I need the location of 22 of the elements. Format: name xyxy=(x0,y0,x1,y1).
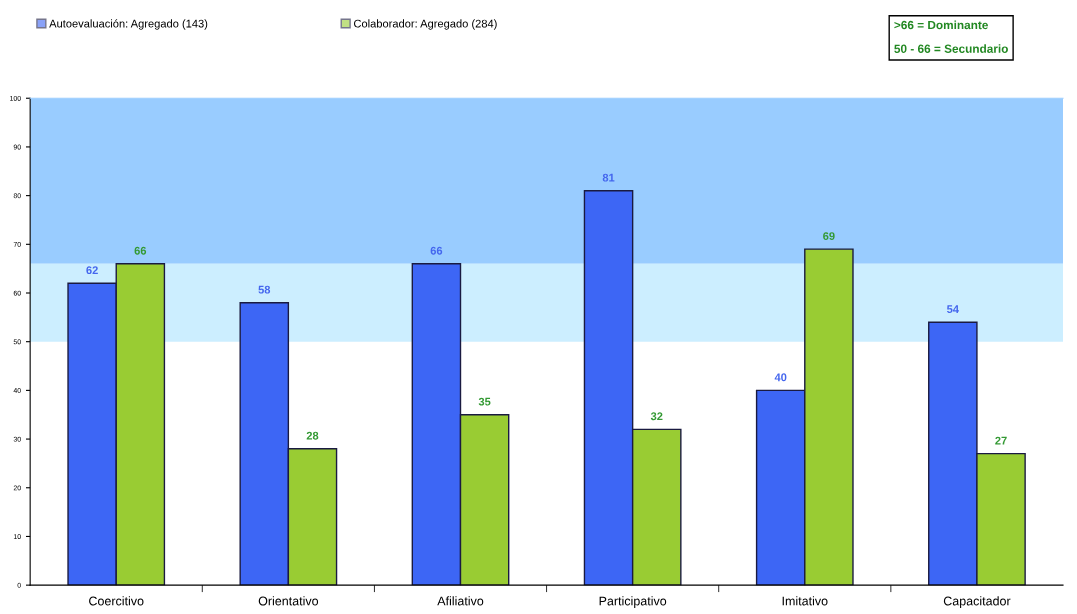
data-label: 35 xyxy=(478,397,491,406)
data-label: 27 xyxy=(995,436,1007,445)
data-label: 66 xyxy=(430,246,443,255)
data-label: 58 xyxy=(258,285,271,294)
data-label: 40 xyxy=(774,373,787,382)
data-label: 54 xyxy=(946,305,959,314)
x-tick-label: Afiliativo xyxy=(437,596,484,606)
data-label: 69 xyxy=(823,232,835,241)
data-label: 81 xyxy=(602,173,615,182)
x-tick-label: Orientativo xyxy=(258,596,319,606)
text: 50 - 66 = Secundario xyxy=(894,44,1008,53)
data-label: 66 xyxy=(134,246,147,255)
data-label: 32 xyxy=(650,412,663,421)
text: >66 = Dominante xyxy=(894,20,988,30)
x-tick-label: Capacitador xyxy=(943,596,1011,608)
legend-label: Colaborador: Agregado (284) xyxy=(354,19,497,30)
x-tick-label: Imitativo xyxy=(782,596,828,606)
data-label: 28 xyxy=(306,431,319,440)
x-tick-label: Participativo xyxy=(599,596,667,608)
data-label: 62 xyxy=(86,266,98,275)
x-tick-label: Coercitivo xyxy=(89,596,144,606)
legend-label: Autoevaluación: Agregado (143) xyxy=(49,19,208,30)
